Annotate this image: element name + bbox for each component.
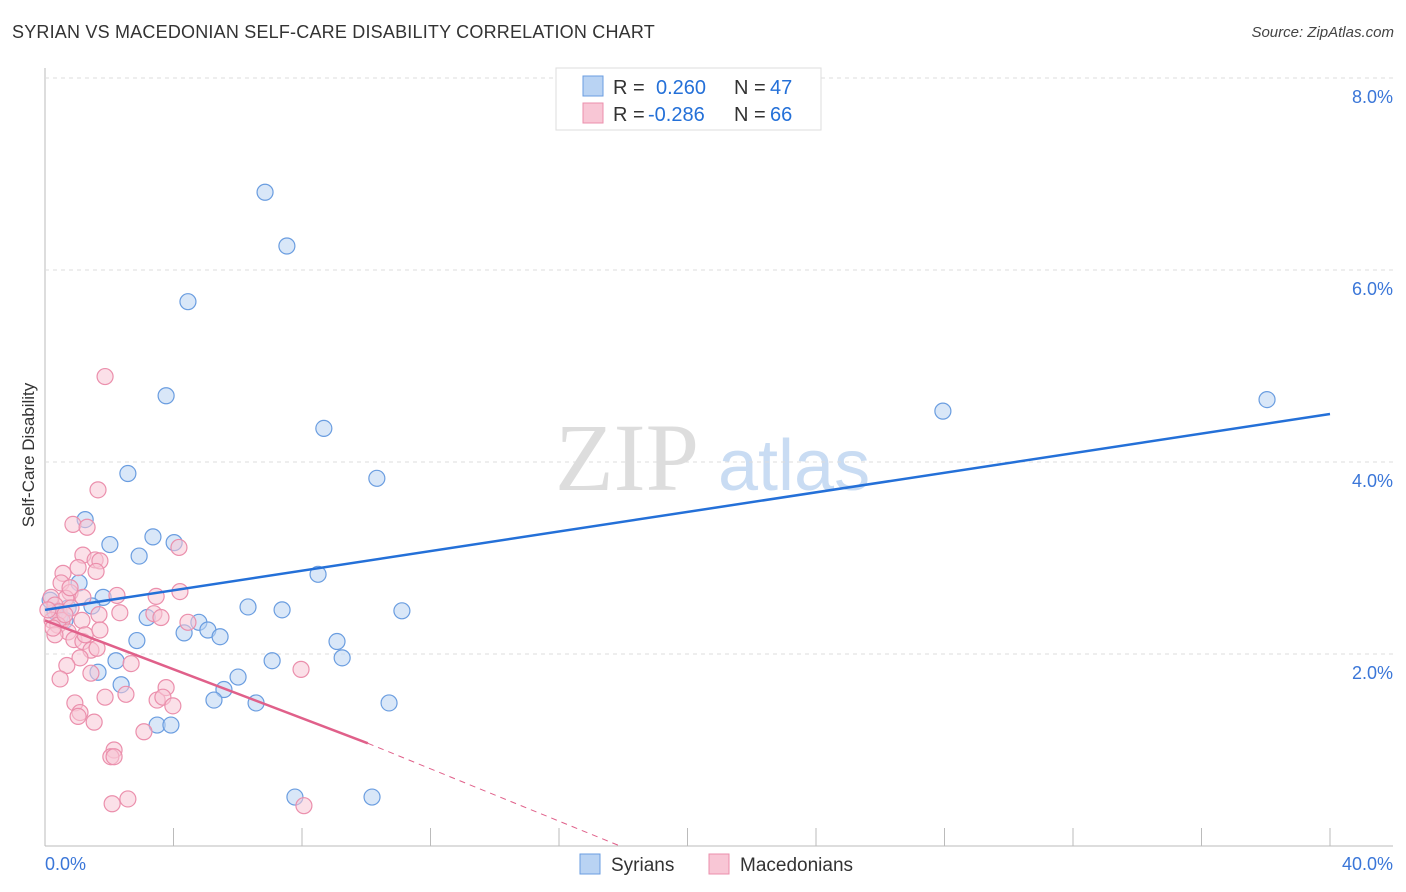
syrians-point — [368, 469, 386, 487]
syrians-point — [256, 183, 274, 201]
macedonians-point — [85, 713, 103, 731]
chart-title: SYRIAN VS MACEDONIAN SELF-CARE DISABILIT… — [12, 22, 655, 42]
syrians-point — [278, 237, 296, 255]
x-tick-label: 0.0% — [45, 854, 86, 874]
syrians-point — [934, 402, 952, 420]
macedonians-point — [73, 611, 91, 630]
syrians-point — [273, 601, 291, 619]
legend-box: R = 0.260 N = 47 R = -0.286 N = 66 — [555, 67, 822, 131]
y-tick-label: 2.0% — [1352, 663, 1393, 683]
macedonians-point — [71, 649, 89, 667]
legend-label-syrians: Syrians — [611, 855, 674, 876]
syrians-point — [328, 632, 346, 651]
syrians-trend-line — [44, 412, 1331, 612]
macedonians-point — [69, 558, 87, 577]
syrians-point — [128, 631, 146, 650]
macedonians-point — [78, 518, 96, 536]
syrians-point — [380, 694, 398, 712]
y-tick-label: 6.0% — [1352, 279, 1393, 299]
macedonians-point — [171, 582, 189, 601]
macedonians-point — [295, 797, 313, 815]
syrians-point — [119, 464, 137, 483]
syrians-point — [393, 602, 411, 620]
macedonians-point — [179, 613, 197, 631]
syrians-point — [211, 628, 229, 646]
watermark-zip: ZIP — [555, 404, 699, 511]
legend-r-value: 0.260 — [656, 77, 706, 99]
syrians-point — [309, 565, 327, 583]
bottom-legend: Syrians Macedonians — [579, 853, 853, 876]
legend-swatch-syrians — [579, 853, 601, 875]
macedonians-point — [74, 588, 92, 606]
macedonians-point — [61, 579, 79, 597]
macedonians-point — [96, 688, 114, 706]
macedonians-point — [122, 654, 140, 673]
legend-label-macedonians: Macedonians — [740, 855, 853, 876]
macedonians-point — [135, 723, 153, 741]
legend-n-value: 66 — [770, 104, 792, 126]
legend-n-value: 47 — [770, 77, 792, 99]
syrians-point — [157, 387, 175, 405]
legend-r-label: R = — [613, 104, 645, 126]
macedonians-point — [119, 790, 137, 808]
macedonians-point — [90, 606, 108, 624]
macedonians-point — [58, 656, 76, 675]
macedonians-point — [105, 748, 123, 766]
syrians-point — [144, 528, 162, 546]
macedonians-point — [108, 586, 126, 605]
syrians-point — [333, 649, 351, 667]
macedonians-point — [56, 606, 74, 624]
syrians-point — [363, 788, 381, 806]
y-tick-label: 8.0% — [1352, 87, 1393, 107]
y-axis-label: Self-Care Disability — [19, 382, 38, 527]
source-label: Source: ZipAtlas.com — [1251, 24, 1394, 41]
macedonians-point — [87, 562, 105, 581]
legend-n-label: N = — [734, 77, 766, 99]
syrians-point — [101, 535, 119, 554]
macedonians-point — [91, 621, 109, 639]
macedonians-point — [152, 608, 170, 627]
syrians-point — [239, 598, 257, 616]
legend-swatch-macedonians — [708, 853, 730, 875]
macedonians-point — [117, 685, 135, 703]
macedonians-point — [164, 697, 182, 715]
macedonians-point — [89, 481, 107, 499]
macedonians-point — [170, 538, 188, 557]
legend-swatch-syrians — [582, 75, 604, 97]
legend-r-value: -0.286 — [648, 104, 705, 126]
legend-r-label: R = — [613, 77, 645, 99]
syrians-point — [263, 652, 281, 670]
syrians-point — [205, 691, 223, 709]
syrians-point — [107, 652, 125, 670]
macedonians-point — [103, 795, 121, 813]
syrians-point — [229, 668, 247, 686]
macedonians-point — [96, 367, 114, 386]
macedonians-trend-extension — [367, 742, 621, 847]
macedonians-point — [82, 664, 100, 682]
watermark-atlas: atlas — [718, 426, 870, 506]
macedonians-point — [51, 670, 69, 688]
y-tick-label: 4.0% — [1352, 471, 1393, 491]
syrians-point — [179, 293, 197, 311]
legend-swatch-macedonians — [582, 102, 604, 124]
macedonians-point — [69, 707, 87, 726]
legend-n-label: N = — [734, 104, 766, 126]
macedonians-point — [64, 515, 82, 534]
x-tick-label: 40.0% — [1342, 854, 1393, 874]
macedonians-point — [111, 604, 129, 622]
syrians-point — [162, 716, 180, 734]
syrians-point — [315, 419, 333, 437]
syrians-point — [130, 547, 148, 565]
macedonians-point — [292, 660, 310, 678]
macedonians-trend-line — [44, 619, 369, 745]
syrians-point — [1258, 391, 1276, 409]
